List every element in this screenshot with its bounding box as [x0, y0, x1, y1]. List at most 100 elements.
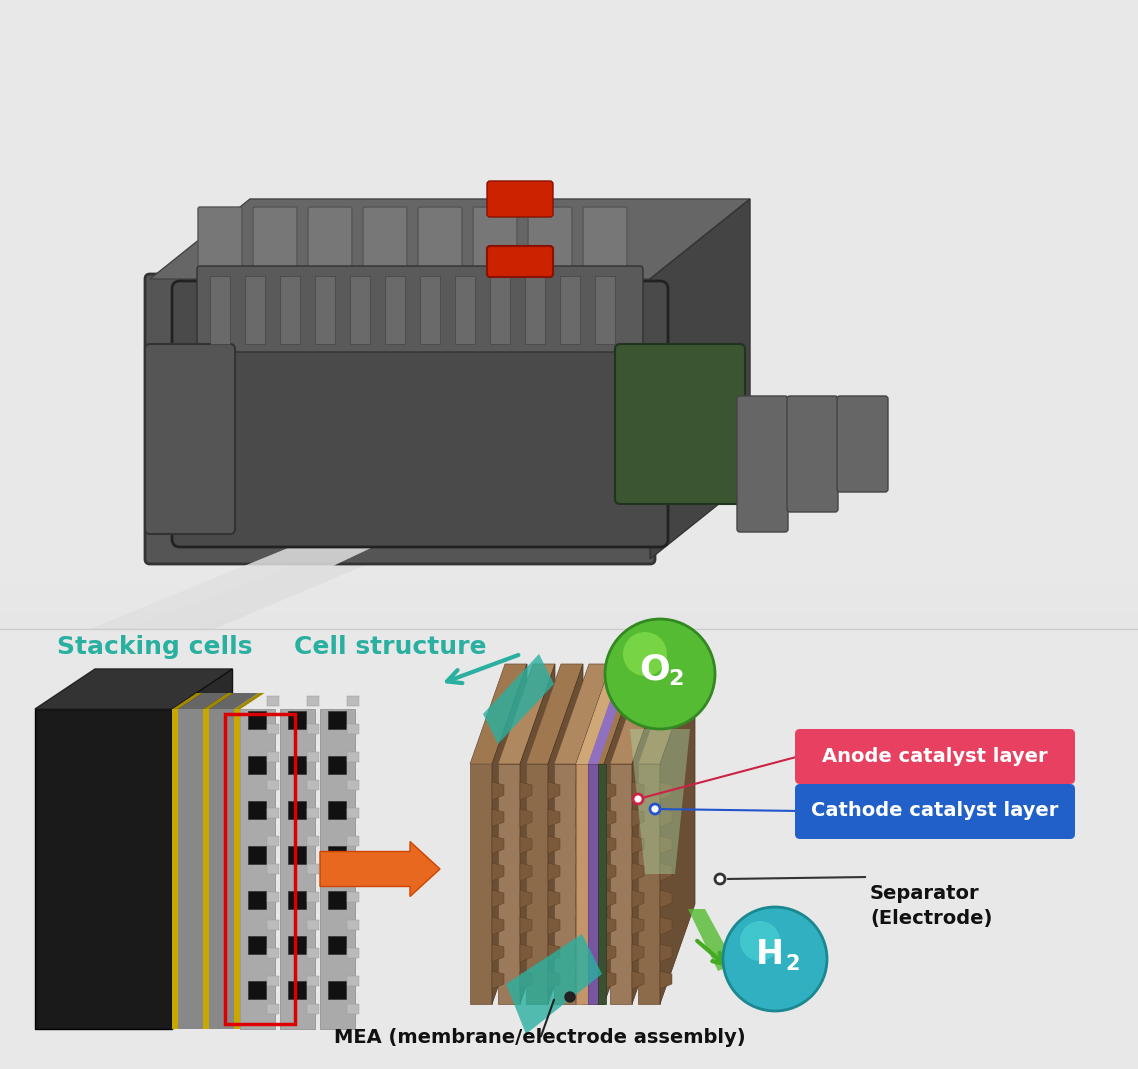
Polygon shape: [526, 664, 583, 764]
Text: O: O: [640, 652, 670, 686]
Bar: [307, 920, 320, 930]
FancyArrow shape: [320, 841, 440, 897]
Bar: [267, 948, 280, 958]
Circle shape: [605, 619, 715, 729]
FancyBboxPatch shape: [528, 207, 572, 276]
Bar: [307, 724, 320, 734]
Polygon shape: [632, 944, 644, 962]
Bar: [329, 711, 346, 729]
Bar: [347, 920, 360, 930]
Polygon shape: [554, 764, 576, 1004]
Polygon shape: [520, 944, 531, 962]
Polygon shape: [520, 809, 531, 827]
Polygon shape: [520, 971, 531, 989]
Polygon shape: [90, 539, 390, 629]
Bar: [289, 890, 306, 909]
Bar: [204, 709, 209, 1029]
Bar: [0, 594, 1138, 597]
Polygon shape: [610, 664, 667, 764]
Bar: [225, 714, 295, 1024]
Bar: [0, 618, 1138, 621]
FancyBboxPatch shape: [583, 207, 627, 276]
Polygon shape: [632, 971, 644, 989]
FancyArrowPatch shape: [323, 858, 413, 880]
FancyBboxPatch shape: [145, 344, 236, 534]
Polygon shape: [604, 809, 616, 827]
Bar: [0, 609, 1138, 611]
Polygon shape: [604, 836, 616, 854]
Bar: [209, 709, 234, 1029]
Polygon shape: [554, 664, 611, 764]
Bar: [347, 976, 360, 986]
Polygon shape: [688, 909, 735, 971]
Bar: [329, 890, 346, 909]
Polygon shape: [582, 764, 604, 1004]
Polygon shape: [610, 764, 632, 1004]
Polygon shape: [604, 890, 616, 908]
Bar: [347, 724, 360, 734]
Polygon shape: [604, 944, 616, 962]
Circle shape: [650, 804, 660, 814]
FancyBboxPatch shape: [838, 396, 888, 492]
Bar: [329, 981, 346, 1000]
Bar: [329, 756, 346, 774]
Circle shape: [564, 992, 575, 1002]
Bar: [267, 808, 280, 818]
Polygon shape: [492, 890, 504, 908]
Polygon shape: [660, 836, 673, 854]
Polygon shape: [604, 917, 616, 935]
Bar: [0, 624, 1138, 628]
Bar: [179, 709, 204, 1029]
Polygon shape: [549, 836, 560, 854]
Bar: [267, 976, 280, 986]
Polygon shape: [576, 890, 588, 908]
Bar: [0, 588, 1138, 591]
Text: Stacking cells: Stacking cells: [57, 635, 253, 659]
Bar: [347, 752, 360, 762]
Bar: [248, 801, 266, 819]
FancyBboxPatch shape: [473, 207, 517, 276]
FancyBboxPatch shape: [172, 281, 668, 547]
Circle shape: [622, 632, 667, 676]
FancyBboxPatch shape: [363, 207, 407, 276]
FancyBboxPatch shape: [615, 344, 745, 503]
Bar: [347, 1004, 360, 1014]
FancyBboxPatch shape: [308, 207, 352, 276]
Bar: [289, 711, 306, 729]
Bar: [0, 628, 1138, 630]
Polygon shape: [173, 693, 203, 709]
Bar: [0, 591, 1138, 594]
Bar: [347, 836, 360, 846]
Polygon shape: [576, 783, 588, 800]
Polygon shape: [234, 693, 264, 709]
Bar: [588, 764, 597, 1004]
FancyBboxPatch shape: [787, 396, 838, 512]
Polygon shape: [576, 971, 588, 989]
Polygon shape: [492, 783, 504, 800]
Bar: [267, 752, 280, 762]
Text: 2: 2: [785, 954, 800, 974]
Bar: [307, 864, 320, 874]
Polygon shape: [660, 809, 673, 827]
Text: 2: 2: [668, 669, 684, 690]
Polygon shape: [173, 669, 232, 1029]
Polygon shape: [604, 971, 616, 989]
Bar: [280, 709, 315, 1029]
FancyBboxPatch shape: [253, 207, 297, 276]
Bar: [0, 579, 1138, 582]
Bar: [248, 936, 266, 954]
Bar: [280, 276, 300, 344]
Bar: [240, 709, 275, 1029]
Bar: [307, 808, 320, 818]
Bar: [347, 948, 360, 958]
Polygon shape: [470, 764, 492, 1004]
Polygon shape: [549, 809, 560, 827]
Bar: [307, 780, 320, 790]
Bar: [0, 585, 1138, 588]
Bar: [315, 276, 335, 344]
Bar: [597, 764, 607, 1004]
Bar: [351, 276, 370, 344]
FancyArrowPatch shape: [447, 655, 519, 683]
Polygon shape: [492, 809, 504, 827]
Bar: [560, 276, 580, 344]
